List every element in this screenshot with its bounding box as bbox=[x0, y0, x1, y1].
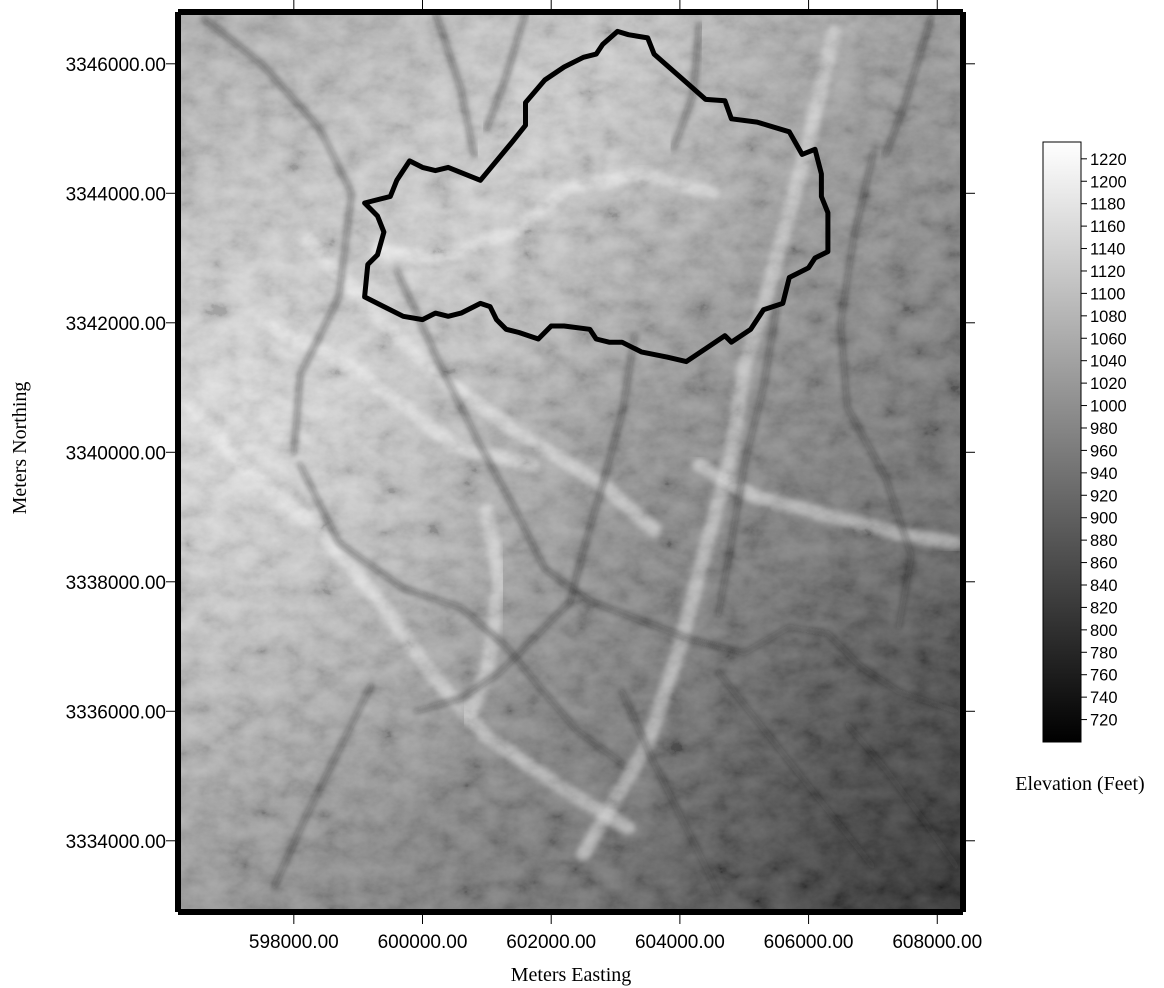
watershed-boundary bbox=[362, 28, 831, 365]
colorbar-tick-label: 980 bbox=[1090, 420, 1118, 438]
colorbar-ticks: 1220 1200 1180 1160 1140 1120 1100 1080 1060 1040… bbox=[1081, 151, 1127, 730]
colorbar-tick-label: 740 bbox=[1090, 689, 1118, 707]
colorbar-tick-label: 860 bbox=[1090, 555, 1118, 573]
colorbar-tick-label: 840 bbox=[1090, 577, 1118, 595]
colorbar-tick-label: 1200 bbox=[1090, 173, 1127, 191]
raster-edge-0 bbox=[175, 12, 181, 912]
raster-edge-3 bbox=[178, 909, 963, 915]
x-tick-label: 608000.00 bbox=[892, 932, 982, 953]
colorbar-tick-label: 1020 bbox=[1090, 375, 1127, 393]
colorbar-tick-label: 960 bbox=[1090, 442, 1118, 460]
colorbar-tick-label: 1180 bbox=[1090, 196, 1125, 214]
colorbar-tick-label: 880 bbox=[1090, 532, 1118, 550]
x-tick-label: 600000.00 bbox=[378, 932, 468, 953]
colorbar-tick-label: 1100 bbox=[1090, 285, 1125, 303]
colorbar-tick-label: 1000 bbox=[1090, 398, 1127, 416]
y-axis-ticks: 3334000.00 3336000.00 3338000.00 3340000.00… bbox=[66, 55, 975, 853]
colorbar-tick-label: 1220 bbox=[1090, 151, 1127, 169]
colorbar-tick-label: 820 bbox=[1090, 599, 1118, 617]
raster-edge-frame bbox=[175, 9, 966, 915]
x-axis-title: Meters Easting bbox=[511, 964, 632, 986]
y-tick-label: 3336000.00 bbox=[66, 702, 166, 723]
colorbar-tick-label: 1080 bbox=[1090, 308, 1127, 326]
x-axis-ticks: 598000.00 600000.00 602000.00 604000.00 6060… bbox=[249, 0, 982, 953]
x-tick-label: 606000.00 bbox=[764, 932, 854, 953]
colorbar-tick-label: 1140 bbox=[1090, 241, 1125, 259]
y-tick-label: 3344000.00 bbox=[66, 184, 166, 205]
x-tick-label: 598000.00 bbox=[249, 932, 339, 953]
raster-edge-2 bbox=[178, 9, 963, 15]
colorbar-tick-label: 900 bbox=[1090, 510, 1118, 528]
colorbar-tick-label: 800 bbox=[1090, 622, 1118, 640]
colorbar-tick-label: 940 bbox=[1090, 465, 1118, 483]
colorbar-tick-label: 760 bbox=[1090, 667, 1118, 685]
colorbar-title: Elevation (Feet) bbox=[1015, 773, 1144, 795]
terrain-texture bbox=[178, 12, 963, 912]
x-tick-label: 604000.00 bbox=[635, 932, 725, 953]
y-tick-label: 3338000.00 bbox=[66, 573, 166, 594]
colorbar: 1220 1200 1180 1160 1140 1120 1100 1080 1060 1040… bbox=[1015, 141, 1145, 795]
colorbar-tick-label: 1160 bbox=[1090, 218, 1125, 236]
raster-edge-1 bbox=[960, 12, 966, 912]
colorbar-gradient bbox=[1042, 141, 1082, 743]
y-tick-label: 3340000.00 bbox=[66, 443, 166, 464]
colorbar-tick-label: 780 bbox=[1090, 644, 1118, 662]
colorbar-tick-label: 1120 bbox=[1090, 263, 1125, 281]
colorbar-tick-label: 920 bbox=[1090, 487, 1118, 505]
colorbar-tick-label: 720 bbox=[1090, 712, 1118, 730]
y-tick-label: 3334000.00 bbox=[66, 832, 166, 853]
y-axis-title: Meters Northing bbox=[9, 382, 31, 515]
y-tick-label: 3342000.00 bbox=[66, 314, 166, 335]
x-tick-label: 602000.00 bbox=[506, 932, 596, 953]
y-tick-label: 3346000.00 bbox=[66, 55, 166, 76]
colorbar-tick-label: 1040 bbox=[1090, 353, 1127, 371]
colorbar-tick-label: 1060 bbox=[1090, 330, 1127, 348]
